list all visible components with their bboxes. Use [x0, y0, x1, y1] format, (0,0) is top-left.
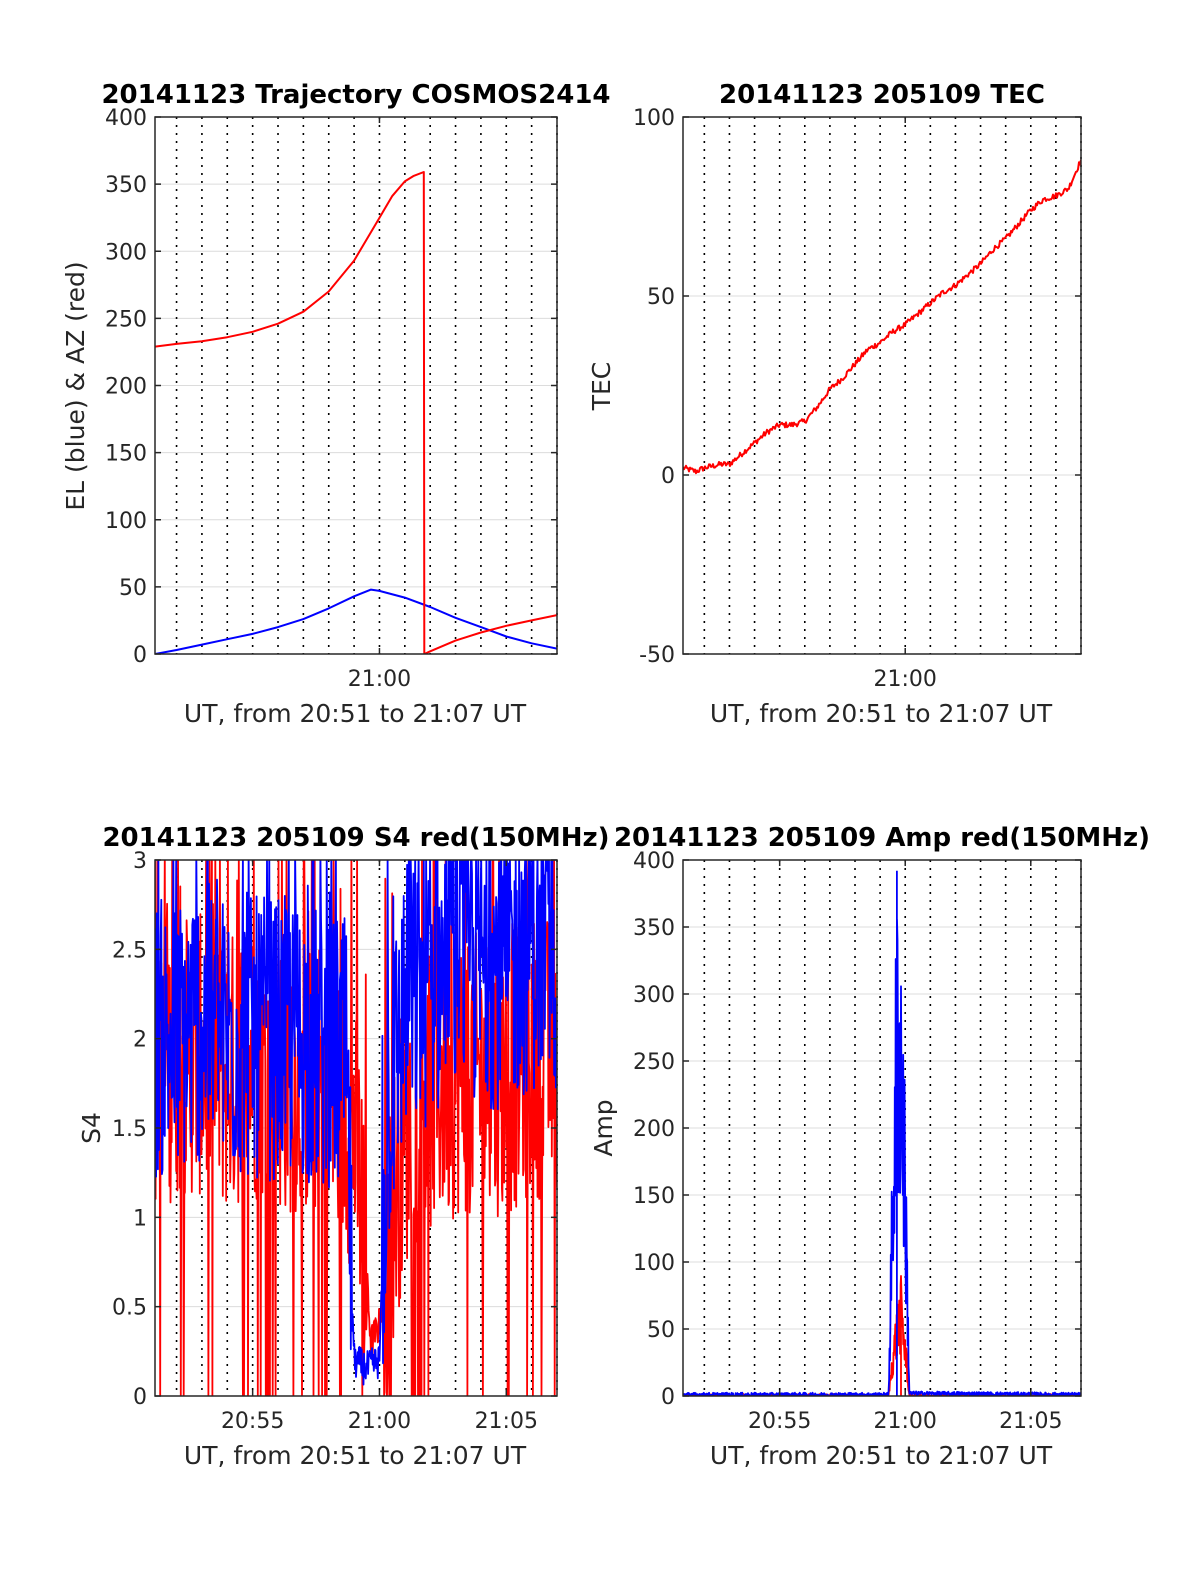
x-tick-label: 21:00 — [874, 1409, 937, 1434]
x-tick-label: 21:00 — [348, 1409, 411, 1434]
y-axis-label: EL (blue) & AZ (red) — [61, 261, 90, 510]
x-axis-label: UT, from 20:51 to 21:07 UT — [184, 699, 527, 728]
y-tick-label: 100 — [633, 106, 675, 131]
x-tick-label: 21:05 — [999, 1409, 1062, 1434]
x-tick-label: 20:55 — [748, 1409, 811, 1434]
y-tick-label: 350 — [633, 916, 675, 941]
series-line-blue — [683, 870, 1081, 1396]
x-tick-label: 20:55 — [221, 1409, 284, 1434]
y-tick-label: 400 — [633, 849, 675, 874]
series-line-blue — [155, 588, 557, 654]
y-tick-label: 400 — [105, 106, 147, 131]
y-tick-label: 100 — [105, 509, 147, 534]
x-axis-label: UT, from 20:51 to 21:07 UT — [710, 699, 1053, 728]
trajectory-panel: 20141123 Trajectory COSMOS2414 UT, from … — [61, 80, 611, 728]
y-axis-label: Amp — [589, 1099, 618, 1156]
y-axis-label: TEC — [587, 362, 616, 412]
y-tick-label: 350 — [105, 173, 147, 198]
axes-frame — [682, 116, 1082, 655]
y-tick-label: 50 — [119, 576, 147, 601]
y-tick-label: 300 — [633, 983, 675, 1008]
y-tick-label: 200 — [633, 1117, 675, 1142]
y-tick-label: 1.5 — [112, 1117, 147, 1142]
x-tick-label: 21:00 — [874, 667, 937, 692]
chart-title: 20141123 Trajectory COSMOS2414 — [101, 80, 610, 110]
y-tick-label: 50 — [647, 1318, 675, 1343]
y-tick-label: 2 — [133, 1028, 147, 1053]
series-line-red — [683, 1275, 1081, 1396]
series-line-red — [155, 171, 557, 654]
series-line-blue — [155, 860, 557, 1386]
y-tick-label: 0 — [133, 1385, 147, 1410]
y-tick-label: 200 — [105, 375, 147, 400]
x-axis-label: UT, from 20:51 to 21:07 UT — [184, 1441, 527, 1470]
y-tick-label: 2.5 — [112, 938, 147, 963]
chart-title: 20141123 205109 S4 red(150MHz) — [102, 823, 609, 853]
y-tick-label: 150 — [633, 1184, 675, 1209]
y-tick-label: 1 — [133, 1206, 147, 1231]
y-tick-label: 250 — [633, 1050, 675, 1075]
chart-title: 20141123 205109 TEC — [719, 80, 1045, 110]
y-tick-label: 0 — [661, 464, 675, 489]
y-tick-label: 100 — [633, 1251, 675, 1276]
x-axis-label: UT, from 20:51 to 21:07 UT — [710, 1441, 1053, 1470]
y-tick-label: 0.5 — [112, 1296, 147, 1321]
y-tick-label: 300 — [105, 240, 147, 265]
y-tick-label: -50 — [639, 643, 675, 668]
amp-panel: 20141123 205109 Amp red(150MHz) UT, from… — [589, 823, 1150, 1470]
tec-panel: 20141123 205109 TEC UT, from 20:51 to 21… — [587, 80, 1082, 728]
y-tick-label: 150 — [105, 442, 147, 467]
s4-panel: 20141123 205109 S4 red(150MHz) UT, from … — [77, 823, 610, 1470]
series-line-red — [683, 159, 1081, 475]
x-tick-label: 21:00 — [348, 667, 411, 692]
y-tick-label: 250 — [105, 307, 147, 332]
chart-title: 20141123 205109 Amp red(150MHz) — [614, 823, 1150, 853]
y-tick-label: 3 — [133, 849, 147, 874]
y-tick-label: 0 — [661, 1385, 675, 1410]
y-tick-label: 0 — [133, 643, 147, 668]
x-tick-label: 21:05 — [475, 1409, 538, 1434]
y-tick-label: 50 — [647, 285, 675, 310]
y-axis-label: S4 — [77, 1112, 106, 1144]
